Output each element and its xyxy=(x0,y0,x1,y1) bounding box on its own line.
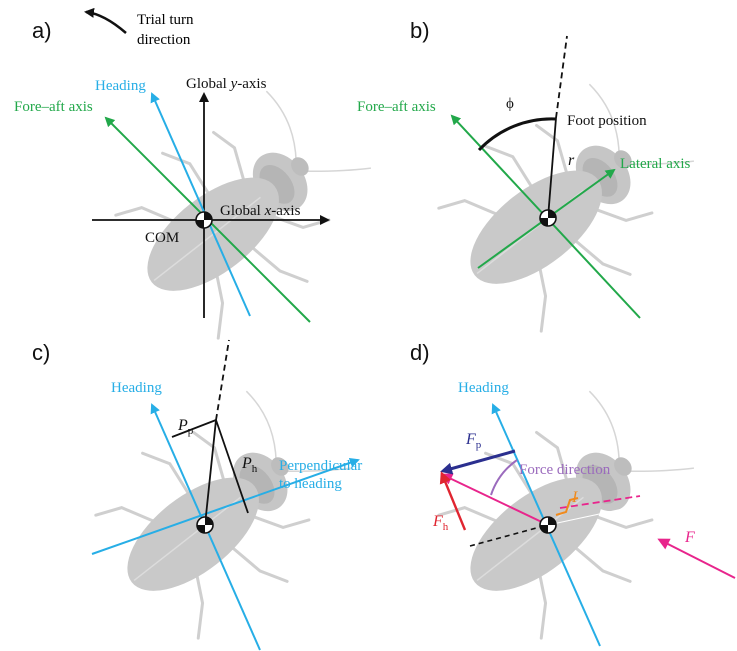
cockroach-body xyxy=(71,356,384,651)
heading-label: Heading xyxy=(458,380,509,396)
radius-line xyxy=(547,117,557,219)
panel-a-letter: a) xyxy=(32,18,52,43)
com-symbol xyxy=(539,516,557,534)
reference-dashed-line xyxy=(555,35,568,119)
perpendicular-label-line2: to heading xyxy=(279,476,342,492)
panel-b: b) Fore–aft axis ϕ Foot position r Later… xyxy=(357,18,727,352)
i-label: I xyxy=(571,489,578,506)
turn-label-line1: Trial turn xyxy=(137,12,194,28)
heading-axis xyxy=(150,92,251,317)
foot-position-label: Foot position xyxy=(567,113,647,129)
force-dashed-line xyxy=(559,495,641,509)
perpendicular-axis xyxy=(91,457,360,555)
fp-vector xyxy=(440,449,516,475)
com-symbol xyxy=(195,211,213,229)
fore-aft-label: Fore–aft axis xyxy=(14,99,93,115)
heading-label: Heading xyxy=(95,78,146,94)
panel-b-letter: b) xyxy=(410,18,430,43)
turn-label-line2: direction xyxy=(137,32,191,48)
cockroach-body xyxy=(414,356,727,651)
force-dashed-extension xyxy=(547,506,633,526)
f-label: F xyxy=(684,529,695,546)
com-label: COM xyxy=(145,230,179,246)
com-symbol xyxy=(539,209,557,227)
fh-label: Fh xyxy=(432,513,449,533)
panel-a: a) Trial turn direction Heading Global y… xyxy=(14,7,404,359)
force-line-through-com xyxy=(440,473,549,526)
panel-c: c) Heading Pp Ph Perpendicular to headin… xyxy=(32,339,384,651)
perpendicular-label-line1: Perpendicular xyxy=(279,458,362,474)
panel-d: d) Heading Fp Force direction I Fh F xyxy=(410,340,736,651)
r-label: r xyxy=(568,152,575,169)
global-x-label: Global x-axis xyxy=(220,203,301,219)
reference-dashed-line xyxy=(215,339,230,421)
panel-c-letter: c) xyxy=(32,340,50,365)
force-direction-arc xyxy=(490,459,518,496)
force-vector xyxy=(657,538,736,579)
fh-vector xyxy=(439,471,467,531)
moment-arm-marker xyxy=(555,497,579,516)
fp-label: Fp xyxy=(465,431,482,451)
heading-label: Heading xyxy=(111,380,162,396)
fore-aft-label: Fore–aft axis xyxy=(357,99,436,115)
ph-label: Ph xyxy=(241,455,258,475)
com-symbol xyxy=(196,516,214,534)
phi-arc xyxy=(477,117,557,152)
panel-d-letter: d) xyxy=(410,340,430,365)
turn-direction-arrow xyxy=(84,7,127,34)
pp-label: Pp xyxy=(177,417,194,437)
global-y-label: Global y-axis xyxy=(186,76,267,92)
lateral-label: Lateral axis xyxy=(620,156,691,172)
force-direction-label: Force direction xyxy=(519,462,611,478)
fh-dashed-line xyxy=(469,526,541,547)
phi-label: ϕ xyxy=(506,96,514,112)
pp-projection xyxy=(171,419,217,438)
foot-vector xyxy=(204,419,217,526)
ph-projection xyxy=(215,419,249,514)
